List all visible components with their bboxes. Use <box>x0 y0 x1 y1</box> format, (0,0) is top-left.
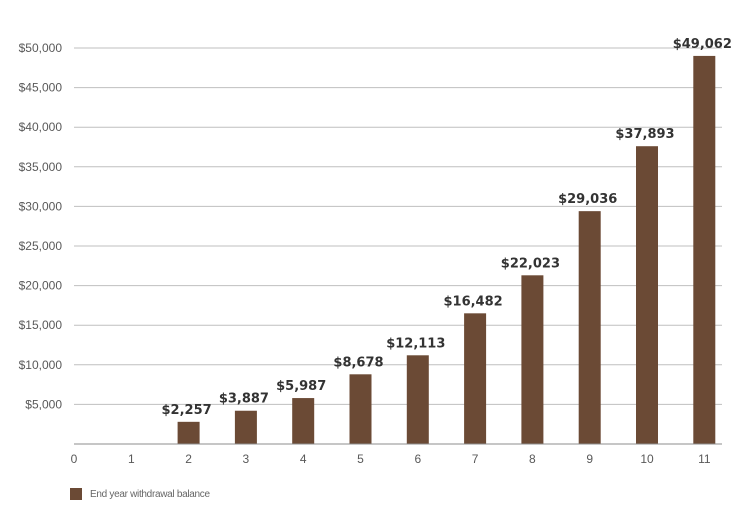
x-tick-label: 9 <box>586 452 593 466</box>
bar <box>234 410 257 444</box>
y-tick-label: $5,000 <box>25 397 62 411</box>
bar <box>578 211 601 444</box>
bar <box>349 374 372 444</box>
data-label: $12,113 <box>386 336 445 351</box>
y-tick-label: $40,000 <box>19 120 63 134</box>
y-axis-tick-labels: $5,000 $10,000 $15,000 $20,000 $25,000 $30,00… <box>19 41 63 411</box>
y-tick-label: $15,000 <box>19 318 63 332</box>
x-tick-label: 11 <box>698 452 711 466</box>
bar <box>464 313 487 444</box>
y-tick-label: $25,000 <box>19 239 63 253</box>
x-tick-label: 8 <box>529 452 536 466</box>
bars <box>177 55 716 445</box>
x-tick-label: 4 <box>300 452 307 466</box>
x-tick-label: 3 <box>243 452 250 466</box>
data-label: $37,893 <box>615 127 674 142</box>
y-tick-label: $50,000 <box>19 41 63 55</box>
data-label: $49,062 <box>673 37 732 52</box>
x-tick-label: 1 <box>128 452 135 466</box>
bar <box>177 421 200 444</box>
data-label: $16,482 <box>443 294 502 309</box>
y-tick-label: $45,000 <box>19 81 63 95</box>
x-tick-label: 0 <box>71 452 78 466</box>
x-tick-label: 6 <box>414 452 421 466</box>
bar <box>406 355 429 444</box>
data-label: $8,678 <box>333 355 383 370</box>
y-tick-label: $10,000 <box>19 358 63 372</box>
x-tick-label: 10 <box>640 452 654 466</box>
bar <box>636 146 658 444</box>
x-tick-label: 2 <box>185 452 192 466</box>
x-tick-label: 7 <box>472 452 479 466</box>
y-tick-label: $20,000 <box>19 279 63 293</box>
bar <box>521 275 544 444</box>
data-label: $3,887 <box>219 392 269 407</box>
y-tick-label: $30,000 <box>19 199 63 213</box>
data-label: $2,257 <box>162 403 212 418</box>
x-tick-label: 5 <box>357 452 364 466</box>
x-axis-tick-labels: 0 1 2 3 4 5 6 7 8 9 10 11 <box>71 452 711 466</box>
y-tick-label: $35,000 <box>19 160 63 174</box>
bar <box>693 55 716 445</box>
data-labels: $2,257 $3,887 $5,987 $8,678$12,113 $16,482 $2… <box>162 37 732 418</box>
legend-label: End year withdrawal balance <box>90 488 210 500</box>
gridlines <box>74 47 722 405</box>
legend-swatch <box>70 488 82 500</box>
legend: End year withdrawal balance <box>70 488 210 500</box>
data-label: $5,987 <box>276 379 326 394</box>
data-label: $22,023 <box>501 256 560 271</box>
data-label: $29,036 <box>558 192 617 207</box>
bar <box>292 398 315 444</box>
